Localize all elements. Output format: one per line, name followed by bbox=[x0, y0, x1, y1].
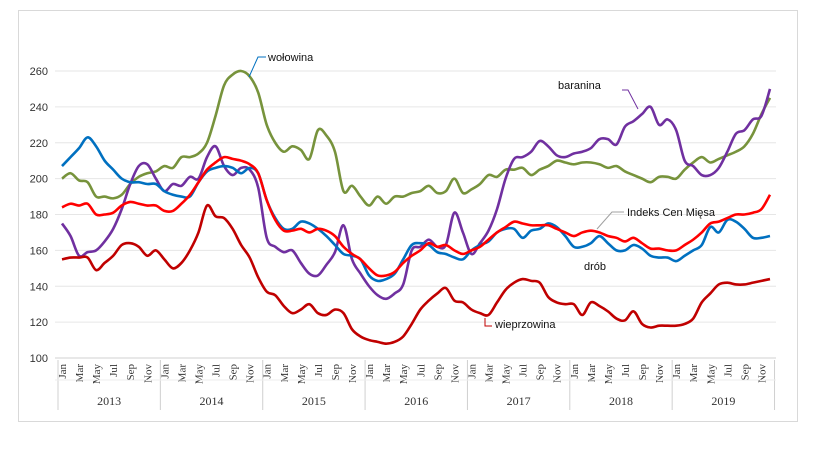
x-tick-label: Sep bbox=[739, 364, 751, 381]
x-tick-label: Mar bbox=[279, 364, 291, 383]
x-tick-label: Jan bbox=[364, 364, 376, 379]
year-label: 2018 bbox=[609, 394, 633, 408]
x-tick-label: Jul bbox=[620, 364, 632, 377]
x-tick-label: Nov bbox=[552, 364, 564, 383]
series-label: drób bbox=[584, 261, 606, 273]
series-label: wieprzowina bbox=[494, 319, 556, 331]
x-tick-label: Jul bbox=[108, 364, 120, 377]
x-tick-label: Jul bbox=[415, 364, 427, 377]
year-label: 2015 bbox=[302, 394, 326, 408]
x-tick-label: Jan bbox=[262, 364, 274, 379]
year-label: 2013 bbox=[97, 394, 121, 408]
year-label: 2016 bbox=[404, 394, 428, 408]
x-tick-label: Sep bbox=[125, 364, 137, 381]
x-tick-label: Mar bbox=[74, 364, 86, 383]
label-leader-line bbox=[596, 211, 624, 230]
x-tick-label: May bbox=[705, 364, 717, 385]
x-tick-label: Mar bbox=[381, 364, 393, 383]
y-tick-label: 260 bbox=[30, 66, 48, 78]
series-label: Indeks Cen Mięsa bbox=[627, 207, 716, 219]
year-label: 2014 bbox=[200, 394, 224, 408]
x-tick-label: Jan bbox=[159, 364, 171, 379]
y-tick-label: 220 bbox=[30, 138, 48, 150]
y-tick-label: 200 bbox=[30, 174, 48, 186]
x-tick-label: Sep bbox=[637, 364, 649, 381]
x-tick-label: Jan bbox=[466, 364, 478, 379]
x-tick-label: Sep bbox=[535, 364, 547, 381]
x-tick-label: May bbox=[603, 364, 615, 385]
x-tick-label: Jan bbox=[671, 364, 683, 379]
y-tick-label: 100 bbox=[30, 353, 48, 365]
y-tick-label: 240 bbox=[30, 102, 48, 114]
label-leader-line bbox=[484, 318, 492, 327]
label-leader-line bbox=[248, 56, 266, 78]
y-tick-label: 160 bbox=[30, 245, 48, 257]
x-tick-label: Jul bbox=[722, 364, 734, 377]
series-line-3 bbox=[61, 155, 772, 278]
x-tick-label: Mar bbox=[176, 364, 188, 383]
chart-frame bbox=[18, 10, 798, 422]
series-label: baranina bbox=[558, 80, 602, 92]
series-line-4 bbox=[61, 203, 771, 345]
x-tick-label: May bbox=[296, 364, 308, 385]
x-tick-label: Jul bbox=[313, 364, 325, 377]
x-tick-label: Mar bbox=[484, 364, 496, 383]
x-tick-label: Jan bbox=[57, 364, 69, 379]
y-tick-label: 120 bbox=[30, 317, 48, 329]
series-line-2 bbox=[61, 136, 771, 283]
y-tick-label: 140 bbox=[30, 281, 48, 293]
x-tick-label: Mar bbox=[586, 364, 598, 383]
series-line-1 bbox=[60, 88, 772, 301]
x-tick-label: Jul bbox=[211, 364, 223, 377]
x-tick-label: May bbox=[398, 364, 410, 385]
x-tick-label: May bbox=[91, 364, 103, 385]
x-tick-label: Jan bbox=[569, 364, 581, 379]
y-tick-label: 180 bbox=[30, 210, 48, 222]
x-tick-label: Nov bbox=[347, 364, 359, 383]
series-label: wołowina bbox=[267, 52, 314, 64]
x-tick-label: May bbox=[501, 364, 513, 385]
year-label: 2019 bbox=[711, 394, 735, 408]
x-tick-label: Nov bbox=[756, 364, 768, 383]
x-tick-label: Nov bbox=[245, 364, 257, 383]
series-line-0 bbox=[61, 69, 772, 207]
x-tick-label: Sep bbox=[330, 364, 342, 381]
x-tick-label: Nov bbox=[654, 364, 666, 383]
x-tick-label: Sep bbox=[228, 364, 240, 381]
year-label: 2017 bbox=[507, 394, 531, 408]
x-tick-label: Nov bbox=[142, 364, 154, 383]
x-tick-label: Sep bbox=[432, 364, 444, 381]
label-leader-line bbox=[622, 89, 639, 110]
x-tick-label: Mar bbox=[688, 364, 700, 383]
x-tick-label: Nov bbox=[449, 364, 461, 383]
x-tick-label: Jul bbox=[518, 364, 530, 377]
x-tick-label: May bbox=[193, 364, 205, 385]
